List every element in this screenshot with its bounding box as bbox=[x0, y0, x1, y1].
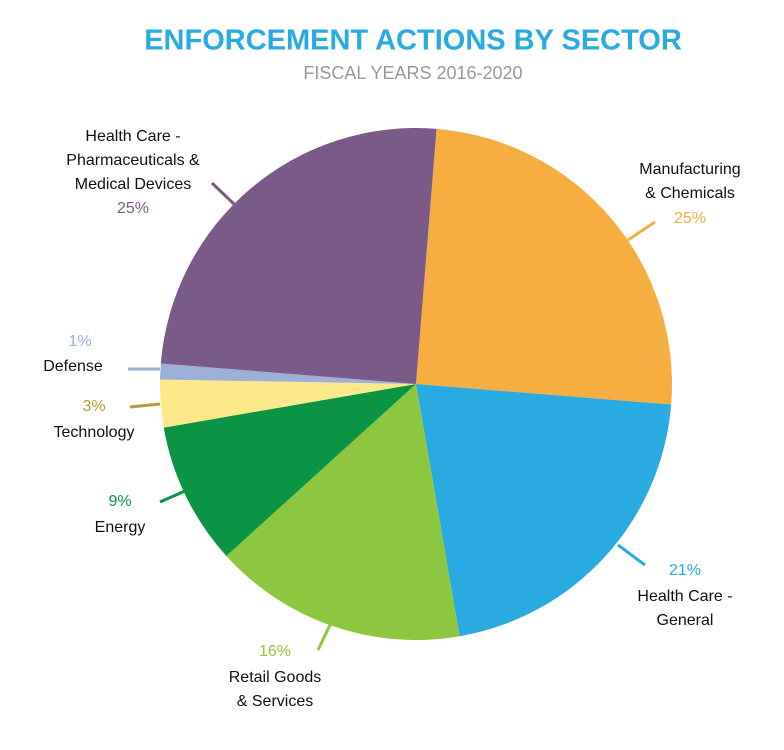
chart-title: ENFORCEMENT ACTIONS BY SECTOR bbox=[144, 25, 682, 57]
pie-slice bbox=[416, 128, 672, 405]
chart-subtitle: FISCAL YEARS 2016-2020 bbox=[303, 63, 522, 83]
category-label: Defense bbox=[43, 358, 103, 375]
category-label: Health Care -Pharmaceuticals & Medical De… bbox=[66, 128, 200, 193]
category-label: Health Care -General bbox=[637, 588, 732, 629]
pie-slice bbox=[160, 127, 437, 385]
leader-line bbox=[627, 220, 656, 242]
pie-slice bbox=[159, 379, 416, 428]
leader-line bbox=[617, 543, 646, 567]
leader-line bbox=[210, 181, 237, 207]
leader-line bbox=[316, 624, 332, 651]
leader-line bbox=[159, 489, 186, 504]
pie-slice bbox=[163, 384, 416, 556]
category-label: Manufacturing & Chemicals bbox=[639, 161, 740, 202]
category-label: Technology bbox=[54, 424, 135, 441]
value-label: 25% bbox=[674, 210, 706, 227]
value-label: 21% bbox=[669, 562, 701, 579]
category-label: Retail Goods & Services bbox=[229, 669, 322, 710]
leader-line bbox=[129, 402, 161, 409]
pie-slice bbox=[160, 363, 416, 384]
pie-slice bbox=[416, 384, 672, 637]
value-label: 9% bbox=[108, 493, 131, 510]
value-label: 3% bbox=[82, 398, 105, 415]
value-label: 25% bbox=[117, 200, 149, 217]
value-label: 16% bbox=[259, 643, 291, 660]
value-label: 1% bbox=[68, 333, 91, 350]
pie-slice bbox=[226, 384, 460, 640]
category-label: Energy bbox=[95, 519, 146, 536]
